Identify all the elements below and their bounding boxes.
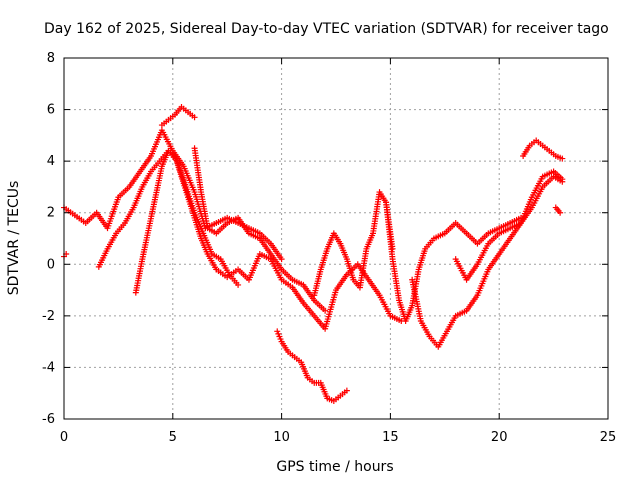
series-sat-i [383,199,524,325]
series-sat-e [191,145,329,314]
data-point [278,256,285,263]
data-point [235,281,242,288]
y-axis-label: SDTVAR / TECUs [6,181,22,296]
x-tick-label: 0 [60,430,68,445]
series-sat-n [61,250,70,260]
y-tick-label: -2 [42,309,55,324]
series-sat-l [520,137,566,162]
axis-ticks: 0 5 10 15 20 25 -6 -4 -2 0 2 4 6 8 [42,51,616,445]
series-sat-j [409,168,566,350]
y-tick-label: -6 [42,412,55,427]
data-point [559,155,566,162]
y-tick-label: 4 [47,154,55,169]
data-point [191,114,198,121]
x-tick-label: 10 [273,430,290,445]
x-tick-label: 25 [600,430,617,445]
plot-frame [63,57,609,420]
x-tick-label: 15 [382,430,399,445]
data-point [322,307,329,314]
y-tick-label: -4 [42,360,55,375]
x-tick-label: 5 [169,430,177,445]
grid [64,58,608,419]
x-axis-label: GPS time / hours [276,459,393,475]
y-tick-label: 6 [47,103,55,118]
y-tick-label: 8 [47,51,55,66]
series-sat-h [311,189,396,299]
data-point [557,209,564,216]
series-sat-g [274,328,350,404]
x-tick-label: 20 [491,430,508,445]
data-point [343,387,350,394]
y-tick-label: 0 [47,257,55,272]
series-sat-k [452,173,566,283]
series-sat-b [158,103,198,129]
y-tick-label: 2 [47,206,55,221]
series-sat-c [95,147,242,288]
data-point [559,178,566,185]
series-sat-d [132,147,220,296]
series-sat-m [552,204,564,216]
data-points [61,103,566,404]
chart-title: Day 162 of 2025, Sidereal Day-to-day VTE… [44,21,609,37]
